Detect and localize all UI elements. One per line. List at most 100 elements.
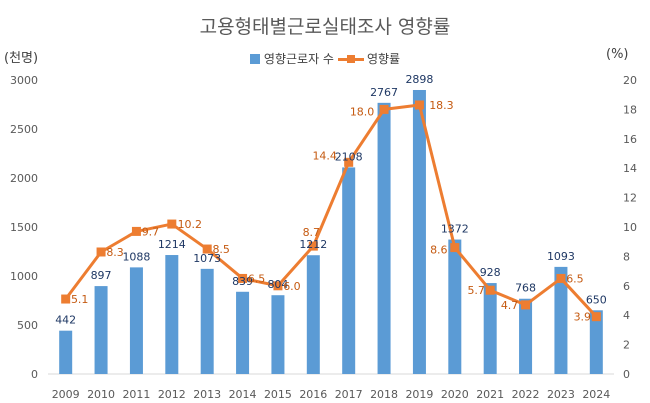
bar-value-label: 1088 xyxy=(122,250,150,263)
bar xyxy=(589,310,603,374)
legend-bar-label: 영향근로자 수 xyxy=(263,52,334,66)
x-tick-label: 2012 xyxy=(158,388,186,401)
legend-item-line: 영향률 xyxy=(337,50,400,67)
rate-marker xyxy=(238,273,248,283)
rate-value-label: 14.4 xyxy=(312,149,337,162)
x-tick-label: 2020 xyxy=(441,388,469,401)
bar-value-label: 804 xyxy=(267,278,288,291)
y-right-tick-label: 4 xyxy=(623,309,630,322)
rate-value-label: 8.6 xyxy=(430,244,448,257)
rate-value-label: 18.3 xyxy=(429,99,454,112)
y-right-tick-label: 2 xyxy=(623,339,630,352)
legend-item-bar: 영향근로자 수 xyxy=(249,50,334,67)
y-left-tick-label: 0 xyxy=(31,368,38,381)
y-left-tick-label: 500 xyxy=(17,319,38,332)
x-tick-label: 2016 xyxy=(299,388,327,401)
bar xyxy=(483,283,497,374)
x-tick-label: 2024 xyxy=(582,388,610,401)
left-axis-unit: (천명) xyxy=(4,51,39,66)
bar-value-label: 2767 xyxy=(370,86,398,99)
y-left-tick-label: 2000 xyxy=(10,172,38,185)
bar-value-label: 2898 xyxy=(405,73,433,86)
x-tick-label: 2018 xyxy=(370,388,398,401)
y-right-tick-label: 8 xyxy=(623,250,630,263)
rate-marker xyxy=(273,281,283,291)
x-tick-label: 2010 xyxy=(87,388,115,401)
rate-value-label: 8.5 xyxy=(212,243,230,256)
y-right-tick-label: 12 xyxy=(623,192,637,205)
bar-value-label: 1212 xyxy=(299,238,327,251)
bar-value-label: 897 xyxy=(91,269,112,282)
rate-value-label: 6.5 xyxy=(248,272,266,285)
rate-marker xyxy=(591,312,601,322)
rate-line xyxy=(64,103,598,318)
right-axis-unit: (%) xyxy=(606,47,629,62)
rate-value-label: 9.7 xyxy=(142,225,160,238)
x-tick-label: 2019 xyxy=(405,388,433,401)
y-left-tick-label: 3000 xyxy=(10,74,38,87)
y-left-tick-label: 1000 xyxy=(10,270,38,283)
rate-marker xyxy=(521,300,531,310)
y-left-tick-label: 2500 xyxy=(10,123,38,136)
rate-marker xyxy=(308,241,318,251)
legend-line-swatch xyxy=(337,54,364,64)
legend: 영향근로자 수 영향률 xyxy=(0,50,650,67)
x-tick-label: 2015 xyxy=(264,388,292,401)
x-tick-label: 2009 xyxy=(52,388,80,401)
bar-value-label: 1073 xyxy=(193,252,221,265)
bar xyxy=(271,295,285,374)
bar xyxy=(519,298,533,374)
bar-value-label: 928 xyxy=(480,266,501,279)
rate-marker xyxy=(96,247,106,257)
rate-value-label: 3.9 xyxy=(574,311,592,324)
rate-value-label: 8.7 xyxy=(303,226,321,239)
legend-bar-swatch xyxy=(249,53,260,64)
x-tick-label: 2021 xyxy=(476,388,504,401)
x-tick-label: 2011 xyxy=(122,388,150,401)
bar-value-label: 650 xyxy=(586,293,607,306)
bar xyxy=(59,330,73,374)
bar xyxy=(200,268,214,374)
bar xyxy=(554,266,568,374)
bar-value-label: 1372 xyxy=(441,223,469,236)
x-tick-label: 2023 xyxy=(547,388,575,401)
rate-marker xyxy=(202,244,212,254)
bar-value-label: 839 xyxy=(232,275,253,288)
rate-marker xyxy=(167,219,177,229)
rate-marker xyxy=(379,104,389,114)
y-right-tick-label: 18 xyxy=(623,103,637,116)
chart-title: 고용형태별근로실태조사 영향률 xyxy=(199,16,451,38)
y-left-tick-label: 1500 xyxy=(10,221,38,234)
rate-value-label: 5.1 xyxy=(71,293,89,306)
y-right-tick-label: 16 xyxy=(623,133,637,146)
x-tick-label: 2014 xyxy=(229,388,257,401)
y-right-tick-label: 0 xyxy=(623,368,630,381)
x-tick-label: 2022 xyxy=(512,388,540,401)
rate-marker xyxy=(61,294,71,304)
x-tick-label: 2013 xyxy=(193,388,221,401)
y-right-tick-label: 6 xyxy=(623,280,630,293)
y-right-tick-label: 10 xyxy=(623,221,637,234)
bar-value-label: 1214 xyxy=(158,238,186,251)
bar-value-label: 442 xyxy=(55,314,76,327)
bar xyxy=(236,291,250,374)
rate-value-label: 6.5 xyxy=(566,272,584,285)
bar xyxy=(306,255,320,374)
rate-value-label: 18.0 xyxy=(350,105,375,118)
rate-value-label: 5.7 xyxy=(467,284,485,297)
bar xyxy=(129,267,143,374)
rate-marker xyxy=(344,157,354,167)
bar xyxy=(94,286,108,374)
rate-marker xyxy=(414,100,424,110)
rate-marker xyxy=(450,243,460,253)
bar-value-label: 1093 xyxy=(547,250,575,263)
rate-marker xyxy=(485,285,495,295)
bar xyxy=(448,239,462,374)
rate-value-label: 8.3 xyxy=(106,246,124,259)
bar xyxy=(412,89,426,374)
y-right-tick-label: 14 xyxy=(623,162,637,175)
bar-value-label: 2108 xyxy=(335,150,363,163)
bar xyxy=(377,102,391,375)
rate-marker xyxy=(556,273,566,283)
